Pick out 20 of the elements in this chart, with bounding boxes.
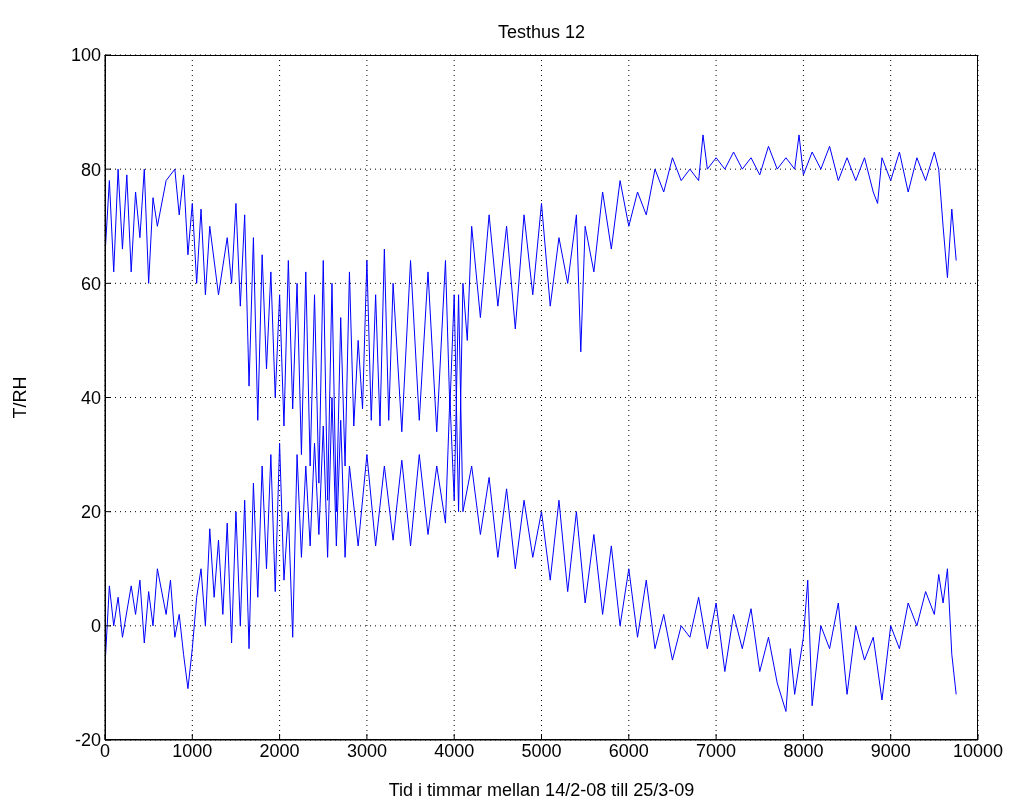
x-tick-label: 6000 <box>608 740 649 761</box>
x-tick-label: 10000 <box>952 740 1004 761</box>
x-tick-label: 3000 <box>346 740 387 761</box>
y-tick-label: 80 <box>80 159 101 180</box>
y-tick-label: 100 <box>70 45 101 66</box>
x-tick-label: 8000 <box>783 740 824 761</box>
chart-title: Testhus 12 <box>496 22 587 43</box>
y-tick-label: 0 <box>90 616 101 637</box>
y-tick-label: -20 <box>74 730 101 751</box>
x-tick-label: 1000 <box>172 740 213 761</box>
x-axis-title: Tid i timmar mellan 14/2-08 till 25/3-09 <box>388 780 695 800</box>
x-tick-label: 5000 <box>521 740 562 761</box>
y-tick-label: 40 <box>80 387 101 408</box>
y-axis-title: T/RH <box>10 376 31 419</box>
x-tick-label: 7000 <box>696 740 737 761</box>
x-tick-label: 9000 <box>870 740 911 761</box>
x-tick-label: 4000 <box>434 740 475 761</box>
y-tick-label: 20 <box>80 502 101 523</box>
x-tick-label: 2000 <box>259 740 300 761</box>
y-tick-label: 60 <box>80 273 101 294</box>
